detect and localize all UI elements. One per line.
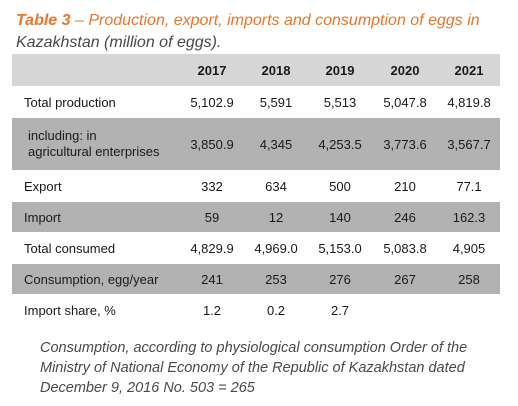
- table-cell: 5,591: [259, 94, 293, 110]
- table-cell: 140: [329, 209, 351, 225]
- table-cell: 4,829.9: [190, 240, 234, 256]
- row-label: Import: [24, 209, 61, 225]
- table-cell: 253: [265, 271, 287, 287]
- header-year: 2019: [325, 62, 355, 78]
- table-cell: 3,850.9: [190, 136, 234, 152]
- table-cell: 241: [201, 271, 223, 287]
- eggs-table: 2017 2018 2019 2020 2021 Total productio…: [12, 54, 500, 326]
- table-cell: 4,969.0: [254, 240, 298, 256]
- table-row: Export 332 634 500 210 77.1: [12, 170, 500, 202]
- row-label: Import share, %: [24, 302, 116, 318]
- table-cell: 4,345: [259, 136, 293, 152]
- table-cell: 4,253.5: [318, 136, 362, 152]
- table-row: Consumption, egg/year 241 253 276 267 25…: [12, 264, 500, 294]
- table-cell: 246: [394, 209, 416, 225]
- table-cell: 276: [329, 271, 351, 287]
- table-cell: 5,513: [323, 94, 357, 110]
- table-cell: 12: [268, 209, 284, 225]
- table-cell: 5,153.0: [318, 240, 362, 256]
- table-caption: Table 3 – Production, export, imports an…: [16, 10, 511, 54]
- caption-dash: –: [70, 12, 89, 29]
- table-cell: 258: [458, 271, 480, 287]
- table-cell: 0.2: [266, 302, 286, 318]
- row-label: Consumption, egg/year: [24, 271, 159, 287]
- table-cell: 210: [394, 178, 416, 194]
- header-empty: [12, 54, 180, 86]
- table-footnote: Consumption, according to physiological …: [40, 340, 468, 396]
- table-cell: 2.7: [330, 302, 350, 318]
- row-label-line2: agricultural enterprises: [28, 144, 160, 159]
- table-cell: 634: [265, 178, 287, 194]
- table-cell: 4,819.8: [447, 94, 491, 110]
- table-cell: 3,773.6: [383, 136, 427, 152]
- table-cell: 267: [394, 271, 416, 287]
- header-year: 2017: [197, 62, 227, 78]
- header-row: 2017 2018 2019 2020 2021: [12, 54, 500, 86]
- table-cell: 4,905: [452, 240, 486, 256]
- row-label: Export: [24, 178, 62, 194]
- header-year: 2020: [390, 62, 420, 78]
- row-label-line1: including: in: [28, 128, 97, 143]
- caption-line2: Kazakhstan (million of eggs).: [16, 34, 222, 51]
- table-cell: 1.2: [202, 302, 222, 318]
- table-cell: 77.1: [456, 178, 482, 194]
- caption-text: Production, export, imports and consumpt…: [88, 12, 480, 29]
- table-cell: 332: [201, 178, 223, 194]
- table-cell: 5,102.9: [190, 94, 234, 110]
- row-label: Total production: [24, 94, 116, 110]
- header-year: 2018: [261, 62, 291, 78]
- table-cell: [438, 294, 500, 326]
- table-cell: 5,047.8: [383, 94, 427, 110]
- table-cell: 500: [329, 178, 351, 194]
- row-label: including: in agricultural enterprises: [12, 118, 180, 170]
- table-row: Total production 5,102.9 5,591 5,513 5,0…: [12, 86, 500, 118]
- table-cell: 5,083.8: [383, 240, 427, 256]
- table-row: Import 59 12 140 246 162.3: [12, 202, 500, 232]
- table-cell: 162.3: [452, 209, 486, 225]
- row-label: Total consumed: [24, 240, 116, 256]
- table-cell: 59: [204, 209, 220, 225]
- table-cell: 3,567.7: [447, 136, 491, 152]
- table-number: Table 3: [16, 12, 71, 29]
- table-row: Total consumed 4,829.9 4,969.0 5,153.0 5…: [12, 232, 500, 264]
- table-row: Import share, % 1.2 0.2 2.7: [12, 294, 500, 326]
- header-year: 2021: [454, 62, 484, 78]
- table-cell: [372, 294, 438, 326]
- table-row: including: in agricultural enterprises 3…: [12, 118, 500, 170]
